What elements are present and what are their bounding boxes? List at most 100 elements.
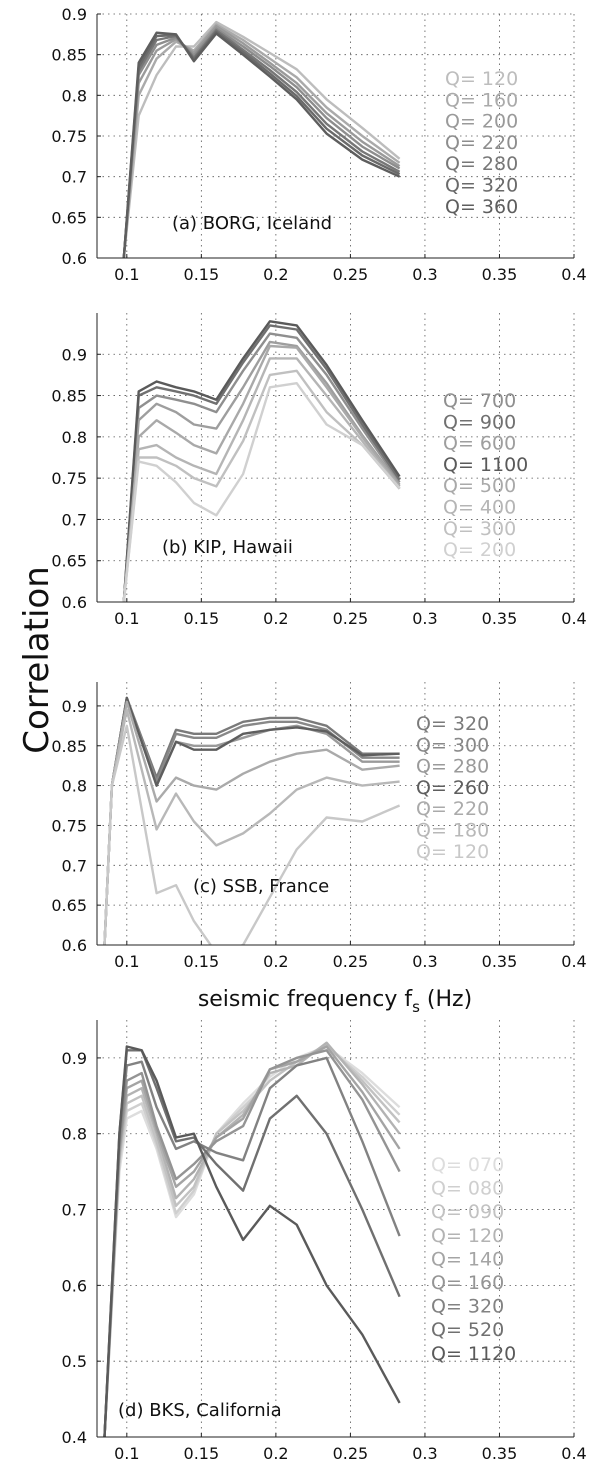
panel-c-legend-entry-5: Q= 180: [416, 820, 489, 842]
panel-b: 0.1 0.15 0.2 0.25 0.3 0.35 0.4 0.6 0.65 0.7 0.75 0.…: [51, 313, 587, 628]
panel-b-ytick-label-6: 0.9: [62, 345, 87, 364]
panel-a-legend-entry-5: Q= 320: [445, 175, 518, 197]
panel-b-ytick-label-5: 0.85: [51, 387, 87, 406]
panel-d-xtick-label-4: 0.3: [412, 1444, 437, 1463]
panel-c-series-line-5: [103, 708, 400, 945]
panel-c-series-line-3: [103, 696, 400, 945]
panel-d-ytick-label-4: 0.8: [62, 1125, 87, 1144]
panel-c-xtick-label-1: 0.15: [184, 952, 220, 971]
panel-d-ytick-label-1: 0.5: [62, 1352, 87, 1371]
panel-c-ytick-label-4: 0.8: [62, 777, 87, 796]
panel-d-series-line-6: [103, 1056, 401, 1437]
panel-a-xtick-label-6: 0.4: [561, 265, 586, 284]
panel-a-xtick-label-1: 0.15: [184, 265, 220, 284]
panel-b-ytick-label-0: 0.6: [62, 593, 87, 612]
panel-b-series-line-6: [122, 369, 401, 602]
panel-d-series-line-5: [103, 1049, 401, 1437]
panel-b-ytick-label-4: 0.8: [62, 428, 87, 447]
panel-a-series-line-2: [122, 25, 401, 258]
panel-b-xtick-label-3: 0.25: [333, 609, 369, 628]
panel-d-ytick-label-3: 0.7: [62, 1201, 87, 1220]
panel-c-series-line-6: [103, 724, 401, 945]
panel-b-xtick-label-4: 0.3: [412, 609, 437, 628]
panel-c-xtick-label-6: 0.4: [561, 952, 586, 971]
panel-b-xtick-label-1: 0.15: [184, 609, 220, 628]
panel-d-legend-entry-4: Q= 140: [431, 1248, 504, 1270]
panel-d-xtick-label-5: 0.35: [482, 1444, 518, 1463]
panel-b-ytick-label-1: 0.65: [51, 552, 87, 571]
panel-d-legend-entry-2: Q= 090: [431, 1201, 504, 1223]
panel-a-annotation: (a) BORG, Iceland: [172, 213, 332, 234]
panel-b-ytick-label-2: 0.7: [62, 510, 87, 529]
panel-a-xtick-label-3: 0.25: [333, 265, 369, 284]
panel-d-legend-entry-8: Q= 1120: [431, 1343, 516, 1365]
panel-b-series-line-4: [122, 344, 401, 602]
panel-c-ytick-label-2: 0.7: [62, 856, 87, 875]
panel-a-xtick-label-4: 0.3: [412, 265, 437, 284]
panel-d-xtick-label-0: 0.1: [114, 1444, 139, 1463]
panel-a-ytick-label-5: 0.85: [51, 46, 87, 65]
panel-c-legend-entry-2: Q= 280: [416, 756, 489, 778]
panel-a-ytick-label-4: 0.8: [62, 86, 87, 105]
y-axis-label: Correlation: [17, 566, 57, 753]
panel-d-annotation: (d) BKS, California: [118, 1400, 282, 1421]
panel-a-legend-entry-4: Q= 280: [445, 153, 518, 175]
panel-a: 0.1 0.15 0.2 0.25 0.3 0.35 0.4 0.6 0.65 0.7 0.75 0.…: [51, 5, 586, 284]
x-axis-label-unit: (Hz): [420, 987, 472, 1012]
panel-d-legend-entry-3: Q= 120: [431, 1225, 504, 1247]
panel-c-ytick-label-3: 0.75: [51, 816, 87, 835]
panel-d-series-line-4: [103, 1045, 401, 1437]
panel-b-ytick-label-3: 0.75: [51, 469, 87, 488]
panel-a-xtick-label-5: 0.35: [482, 265, 518, 284]
panel-c-xtick-label-5: 0.35: [482, 952, 518, 971]
panel-d-xtick-label-1: 0.15: [184, 1444, 220, 1463]
panel-a-ytick-label-1: 0.65: [51, 208, 87, 227]
panel-b-legend-entry-2: Q= 600: [443, 433, 516, 455]
panel-d-ytick-label-0: 0.4: [62, 1428, 87, 1447]
panel-b-series-line-1: [122, 324, 401, 602]
panel-a-legend-entry-3: Q= 220: [445, 132, 518, 154]
panel-a-ytick-label-2: 0.7: [62, 168, 87, 187]
panel-a-legend-entry-2: Q= 200: [445, 111, 518, 133]
panel-d-series-line-8: [103, 1045, 401, 1437]
panel-a-ytick-label-3: 0.75: [51, 127, 87, 146]
panel-d-xtick-label-3: 0.25: [333, 1444, 369, 1463]
panel-c-annotation: (c) SSB, France: [193, 876, 329, 897]
panel-d-legend-entry-5: Q= 160: [431, 1272, 504, 1294]
panel-d-ytick-label-5: 0.9: [62, 1049, 87, 1068]
x-axis-label-subscript: s: [412, 998, 420, 1016]
panel-a-legend-entry-0: Q= 120: [445, 68, 518, 90]
panel-d-xtick-label-2: 0.2: [263, 1444, 288, 1463]
panel-a-ytick-label-6: 0.9: [62, 5, 87, 24]
panel-d-legend-entry-0: Q= 070: [431, 1154, 504, 1176]
panel-b-legend-entry-6: Q= 300: [443, 518, 516, 540]
panel-a-series-line-3: [122, 27, 401, 258]
panel-c-series-line-4: [103, 700, 400, 945]
panel-b-xtick-label-2: 0.2: [263, 609, 288, 628]
panel-b-legend-entry-7: Q= 200: [443, 539, 516, 561]
panel-a-series-line-0: [122, 20, 401, 258]
panel-b-series-line-5: [122, 357, 401, 602]
panel-a-series-line-1: [122, 23, 401, 258]
panel-b-annotation: (b) KIP, Hawaii: [162, 537, 293, 558]
panel-d-series-line-7: [103, 1049, 401, 1437]
panel-d-legend-entry-6: Q= 320: [431, 1296, 504, 1318]
panel-c-xtick-label-4: 0.3: [412, 952, 437, 971]
panel-c-ytick-label-6: 0.9: [62, 697, 87, 716]
panel-b-legend-entry-1: Q= 900: [443, 411, 516, 433]
panel-c-xtick-label-3: 0.25: [333, 952, 369, 971]
panel-b-series-line-0: [122, 332, 401, 602]
panel-d: 0.1 0.15 0.2 0.25 0.3 0.35 0.4 0.4 0.5 0.6 0.7 0.8 0…: [62, 1020, 587, 1463]
panel-a-legend-entry-1: Q= 160: [445, 89, 518, 111]
panel-b-legend-entry-3: Q= 1100: [443, 454, 528, 476]
panel-a-legend-entry-6: Q= 360: [445, 196, 518, 218]
panel-c-legend-entry-0: Q= 320: [416, 713, 489, 735]
panel-d-ytick-label-2: 0.6: [62, 1276, 87, 1295]
panel-c-legend-entry-6: Q= 120: [416, 841, 489, 863]
panel-c-legend-entry-4: Q= 220: [416, 798, 489, 820]
panel-a-series-line-4: [122, 29, 401, 258]
panel-c: 0.1 0.15 0.2 0.25 0.3 0.35 0.4 0.6 0.65 0.7 0.75 0.…: [51, 682, 587, 971]
panel-b-series-line-3: [122, 320, 401, 602]
panel-a-series-line-6: [122, 31, 401, 258]
